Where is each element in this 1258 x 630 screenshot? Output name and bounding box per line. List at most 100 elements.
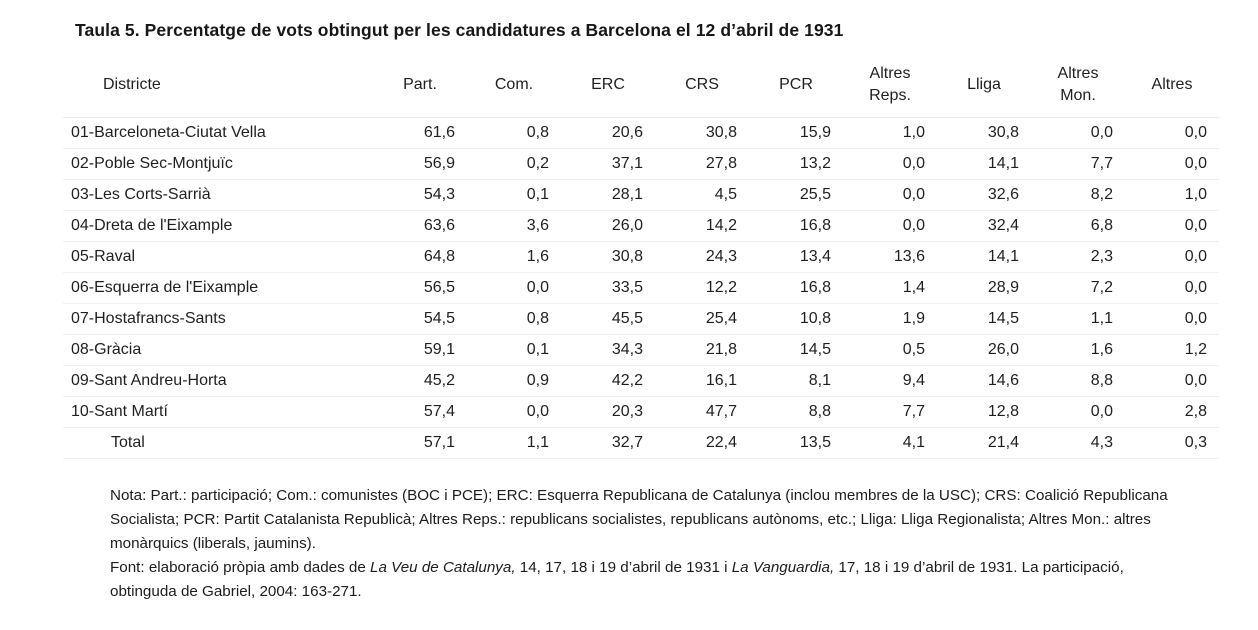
table-row: 04-Dreta de l'Eixample 63,6 3,6 26,0 14,2 16,… xyxy=(63,210,1219,242)
column-header-line: Altres xyxy=(1151,76,1193,93)
table-notes: Nota: Part.: participació; Com.: comunis… xyxy=(110,484,1192,604)
value-cell: 13,5 xyxy=(749,427,843,459)
value-cell: 13,6 xyxy=(843,241,937,273)
value-cell: 0,0 xyxy=(1125,365,1219,397)
value-cell: 0,0 xyxy=(1125,272,1219,304)
value-cell: 45,5 xyxy=(561,303,655,335)
value-cell: 0,1 xyxy=(467,179,561,211)
column-header-line: PCR xyxy=(779,76,813,93)
district-cell: 04-Dreta de l'Eixample xyxy=(63,210,373,242)
value-cell: 56,5 xyxy=(373,272,467,304)
value-cell: 0,1 xyxy=(467,334,561,366)
district-cell: 05-Raval xyxy=(63,241,373,273)
value-cell: 2,3 xyxy=(1031,241,1125,273)
column-header-line: Altres xyxy=(869,65,911,82)
nota-definitions: Nota: Part.: participació; Com.: comunis… xyxy=(110,484,1192,556)
value-cell: 1,0 xyxy=(843,117,937,149)
column-header: Com. xyxy=(467,55,561,118)
value-cell: 16,1 xyxy=(655,365,749,397)
value-cell: 4,3 xyxy=(1031,427,1125,459)
value-cell: 32,6 xyxy=(937,179,1031,211)
table-row: 10-Sant Martí 57,4 0,0 20,3 47,7 8,8 7,7 12,8 0,… xyxy=(63,396,1219,428)
value-cell: 42,2 xyxy=(561,365,655,397)
value-cell: 13,4 xyxy=(749,241,843,273)
value-cell: 26,0 xyxy=(561,210,655,242)
value-cell: 45,2 xyxy=(373,365,467,397)
value-cell: 28,1 xyxy=(561,179,655,211)
value-cell: 4,1 xyxy=(843,427,937,459)
value-cell: 7,7 xyxy=(1031,148,1125,180)
table-header: Districte Part. Com. ERC CRS PCR Altres Reps. Ll… xyxy=(63,55,1219,118)
value-cell: 30,8 xyxy=(655,117,749,149)
value-cell: 0,9 xyxy=(467,365,561,397)
header-row: Districte Part. Com. ERC CRS PCR Altres Reps. Ll… xyxy=(63,55,1219,118)
value-cell: 1,6 xyxy=(1031,334,1125,366)
value-cell: 24,3 xyxy=(655,241,749,273)
value-cell: 14,1 xyxy=(937,148,1031,180)
column-header-line: ERC xyxy=(591,76,625,93)
value-cell: 7,7 xyxy=(843,396,937,428)
value-cell: 0,5 xyxy=(843,334,937,366)
column-header-line: Lliga xyxy=(967,76,1001,93)
district-cell: 01-Barceloneta-Ciutat Vella xyxy=(63,117,373,149)
table-row: 07-Hostafrancs-Sants 54,5 0,8 45,5 25,4 10,8 1… xyxy=(63,303,1219,335)
table-row: 06-Esquerra de l'Eixample 56,5 0,0 33,5 12,2… xyxy=(63,272,1219,304)
value-cell: 64,8 xyxy=(373,241,467,273)
value-cell: 21,4 xyxy=(937,427,1031,459)
table-row: 01-Barceloneta-Ciutat Vella 61,6 0,8 20,6 30… xyxy=(63,117,1219,149)
district-cell: 08-Gràcia xyxy=(63,334,373,366)
district-cell: 10-Sant Martí xyxy=(63,396,373,428)
value-cell: 14,6 xyxy=(937,365,1031,397)
value-cell: 7,2 xyxy=(1031,272,1125,304)
value-cell: 32,4 xyxy=(937,210,1031,242)
value-cell: 0,3 xyxy=(1125,427,1219,459)
column-header: ERC xyxy=(561,55,655,118)
value-cell: 14,5 xyxy=(749,334,843,366)
value-cell: 0,0 xyxy=(1125,210,1219,242)
value-cell: 1,0 xyxy=(1125,179,1219,211)
column-header: CRS xyxy=(655,55,749,118)
value-cell: 14,5 xyxy=(937,303,1031,335)
note-text: Font: elaboració pròpia amb dades de xyxy=(110,559,371,576)
value-cell: 0,0 xyxy=(843,210,937,242)
value-cell: 3,6 xyxy=(467,210,561,242)
value-cell: 25,4 xyxy=(655,303,749,335)
column-header-line: Altres xyxy=(1057,65,1099,82)
value-cell: 1,6 xyxy=(467,241,561,273)
value-cell: 0,0 xyxy=(1125,303,1219,335)
publication-name: La Veu de Catalunya, xyxy=(370,559,516,576)
column-header-line: Reps. xyxy=(869,87,911,104)
value-cell: 14,1 xyxy=(937,241,1031,273)
value-cell: 16,8 xyxy=(749,272,843,304)
value-cell: 57,4 xyxy=(373,396,467,428)
column-header: Altres Reps. xyxy=(843,55,937,118)
value-cell: 22,4 xyxy=(655,427,749,459)
value-cell: 59,1 xyxy=(373,334,467,366)
value-cell: 32,7 xyxy=(561,427,655,459)
font-source: Font: elaboració pròpia amb dades de La … xyxy=(110,556,1192,604)
value-cell: 8,8 xyxy=(749,396,843,428)
value-cell: 54,5 xyxy=(373,303,467,335)
total-row: Total 57,1 1,1 32,7 22,4 13,5 4,1 21,4 4,3 0,3 xyxy=(63,427,1219,459)
table-row: 02-Poble Sec-Montjuïc 56,9 0,2 37,1 27,8 13,2… xyxy=(63,148,1219,180)
value-cell: 1,2 xyxy=(1125,334,1219,366)
value-cell: 30,8 xyxy=(937,117,1031,149)
value-cell: 8,2 xyxy=(1031,179,1125,211)
value-cell: 33,5 xyxy=(561,272,655,304)
note-text: Nota: Part.: participació; Com.: comunis… xyxy=(110,487,1168,552)
table-row: 09-Sant Andreu-Horta 45,2 0,9 42,2 16,1 8,1 9,… xyxy=(63,365,1219,397)
column-header: Lliga xyxy=(937,55,1031,118)
value-cell: 0,0 xyxy=(1031,117,1125,149)
value-cell: 1,1 xyxy=(1031,303,1125,335)
column-header: Altres xyxy=(1125,55,1219,118)
value-cell: 56,9 xyxy=(373,148,467,180)
value-cell: 20,6 xyxy=(561,117,655,149)
value-cell: 20,3 xyxy=(561,396,655,428)
column-header-districte: Districte xyxy=(63,55,373,118)
value-cell: 30,8 xyxy=(561,241,655,273)
value-cell: 28,9 xyxy=(937,272,1031,304)
results-table: Districte Part. Com. ERC CRS PCR Altres Reps. Ll… xyxy=(63,55,1219,459)
value-cell: 0,0 xyxy=(1031,396,1125,428)
value-cell: 13,2 xyxy=(749,148,843,180)
